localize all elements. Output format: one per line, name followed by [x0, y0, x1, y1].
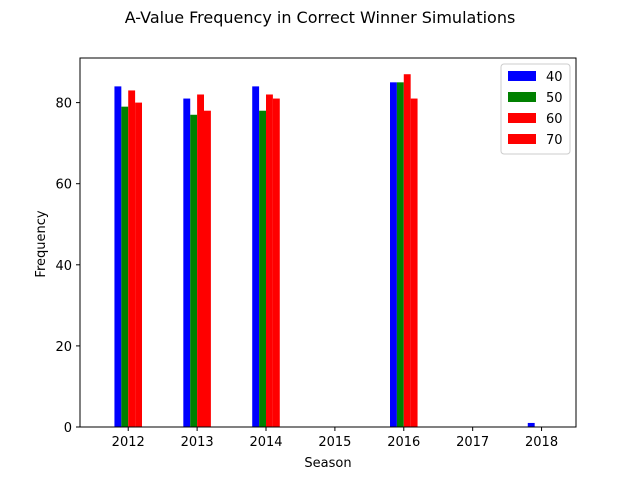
bar-60-2013 [197, 94, 204, 428]
bar-70-2012 [135, 102, 142, 427]
bar-70-2016 [410, 98, 418, 428]
legend-box [500, 63, 571, 155]
y-tick-label-40: 40 [55, 259, 72, 274]
x-tick-label-2014: 2014 [249, 435, 282, 450]
x-tick-label-2013: 2013 [181, 435, 214, 450]
legend-swatch-60 [508, 113, 536, 123]
bar-40-2014 [252, 86, 260, 427]
bar-70-2014 [272, 98, 280, 428]
legend: 40 50 60 70 [500, 63, 571, 155]
y-tick-label-80: 80 [55, 97, 72, 112]
legend-label-40: 40 [546, 70, 563, 85]
bar-50-2016 [396, 82, 404, 427]
x-tick-label-2012: 2012 [112, 435, 145, 450]
legend-label-70: 70 [546, 133, 563, 148]
x-tick-label-2017: 2017 [456, 435, 489, 450]
y-tick-label-60: 60 [55, 178, 72, 193]
bar-60-2012 [128, 90, 136, 427]
legend-label-50: 50 [546, 91, 563, 106]
legend-label-60: 60 [546, 112, 563, 127]
legend-swatch-40 [508, 71, 536, 81]
x-axis-label: Season [304, 456, 351, 471]
axes-frame [79, 57, 577, 428]
bar-40-2012 [114, 86, 122, 427]
chart-title: A-Value Frequency in Correct Winner Simu… [125, 8, 516, 27]
bar-50-2014 [259, 110, 266, 428]
legend-swatch-50 [508, 92, 536, 102]
bar-50-2012 [121, 106, 129, 427]
y-axis-label: Frequency [34, 210, 49, 277]
bar-60-2016 [403, 74, 411, 427]
bar-70-2013 [204, 110, 211, 428]
bar-40-2016 [390, 82, 397, 427]
x-tick-label-2016: 2016 [387, 435, 420, 450]
legend-swatch-70 [508, 134, 536, 144]
bar-50-2013 [190, 114, 198, 428]
plot-area: 2012 2013 2014 2015 2016 2017 2018 0 20 40 60 80 [55, 57, 577, 450]
x-tick-label-2018: 2018 [525, 435, 558, 450]
y-tick-label-20: 20 [55, 340, 72, 355]
bar-60-2014 [266, 94, 273, 428]
bar-40-2018 [527, 422, 535, 427]
y-tick-label-0: 0 [64, 421, 72, 436]
x-tick-label-2015: 2015 [318, 435, 351, 450]
bar-40-2013 [183, 98, 191, 428]
